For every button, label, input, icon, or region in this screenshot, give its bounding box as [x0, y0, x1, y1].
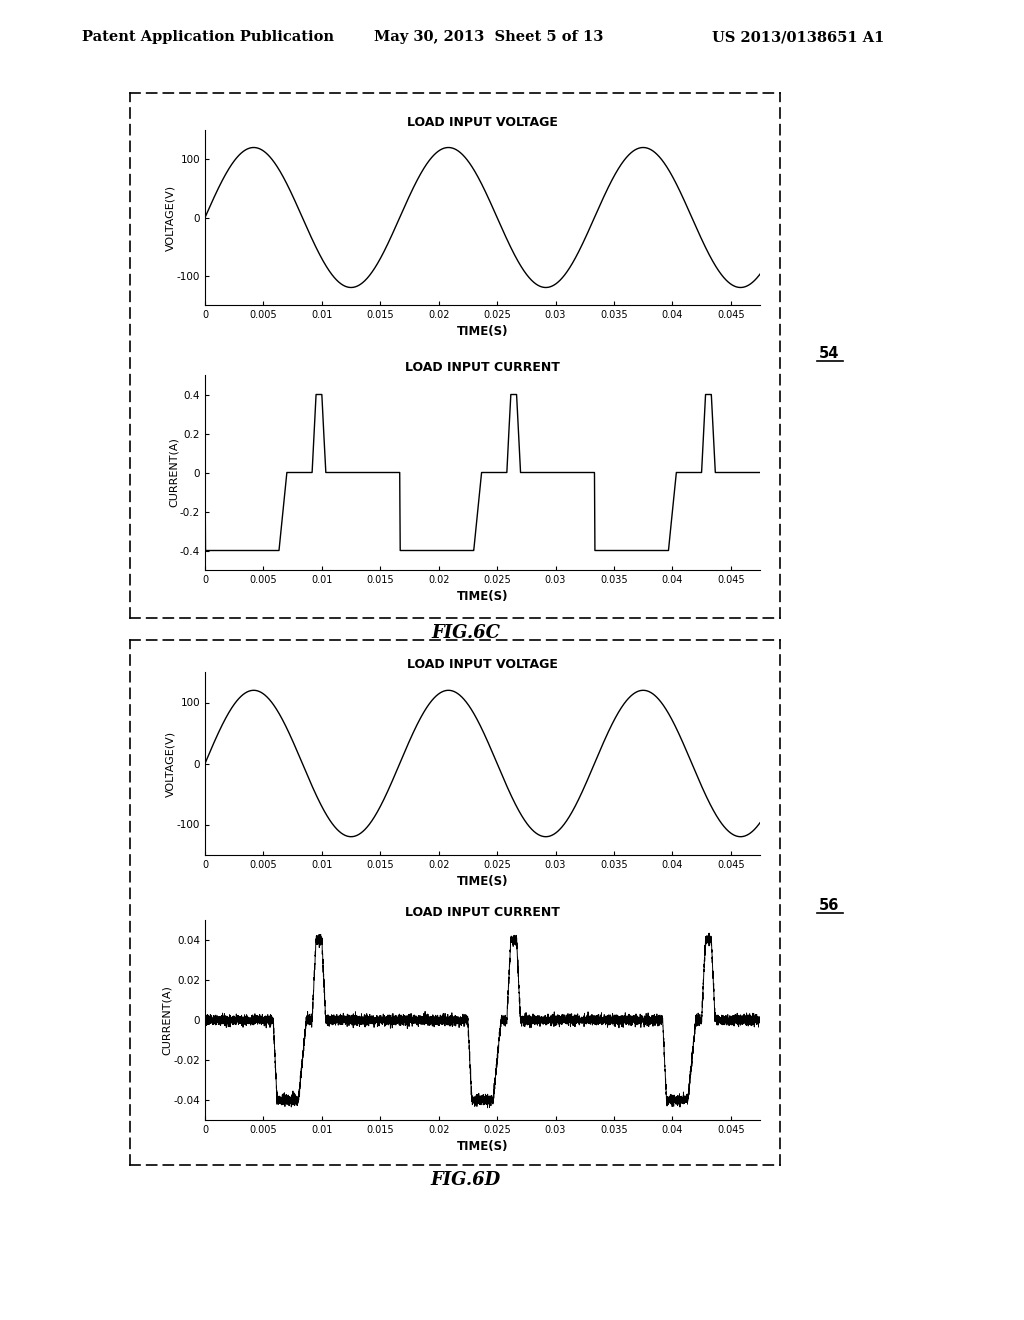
X-axis label: TIME(S): TIME(S) — [457, 326, 508, 338]
Text: 56: 56 — [819, 898, 840, 913]
Text: US 2013/0138651 A1: US 2013/0138651 A1 — [712, 30, 884, 45]
Y-axis label: VOLTAGE(V): VOLTAGE(V) — [165, 730, 175, 796]
Text: Patent Application Publication: Patent Application Publication — [82, 30, 334, 45]
Title: LOAD INPUT VOLTAGE: LOAD INPUT VOLTAGE — [408, 116, 558, 129]
X-axis label: TIME(S): TIME(S) — [457, 875, 508, 888]
Text: 54: 54 — [819, 346, 840, 360]
Title: LOAD INPUT CURRENT: LOAD INPUT CURRENT — [406, 360, 560, 374]
Title: LOAD INPUT CURRENT: LOAD INPUT CURRENT — [406, 906, 560, 919]
Title: LOAD INPUT VOLTAGE: LOAD INPUT VOLTAGE — [408, 657, 558, 671]
X-axis label: TIME(S): TIME(S) — [457, 590, 508, 603]
Text: FIG.6C: FIG.6C — [431, 624, 501, 642]
Y-axis label: CURRENT(A): CURRENT(A) — [169, 437, 178, 507]
Y-axis label: VOLTAGE(V): VOLTAGE(V) — [165, 185, 175, 251]
Text: FIG.6D: FIG.6D — [431, 1171, 501, 1189]
Text: May 30, 2013  Sheet 5 of 13: May 30, 2013 Sheet 5 of 13 — [374, 30, 603, 45]
Y-axis label: CURRENT(A): CURRENT(A) — [162, 985, 172, 1055]
X-axis label: TIME(S): TIME(S) — [457, 1140, 508, 1154]
